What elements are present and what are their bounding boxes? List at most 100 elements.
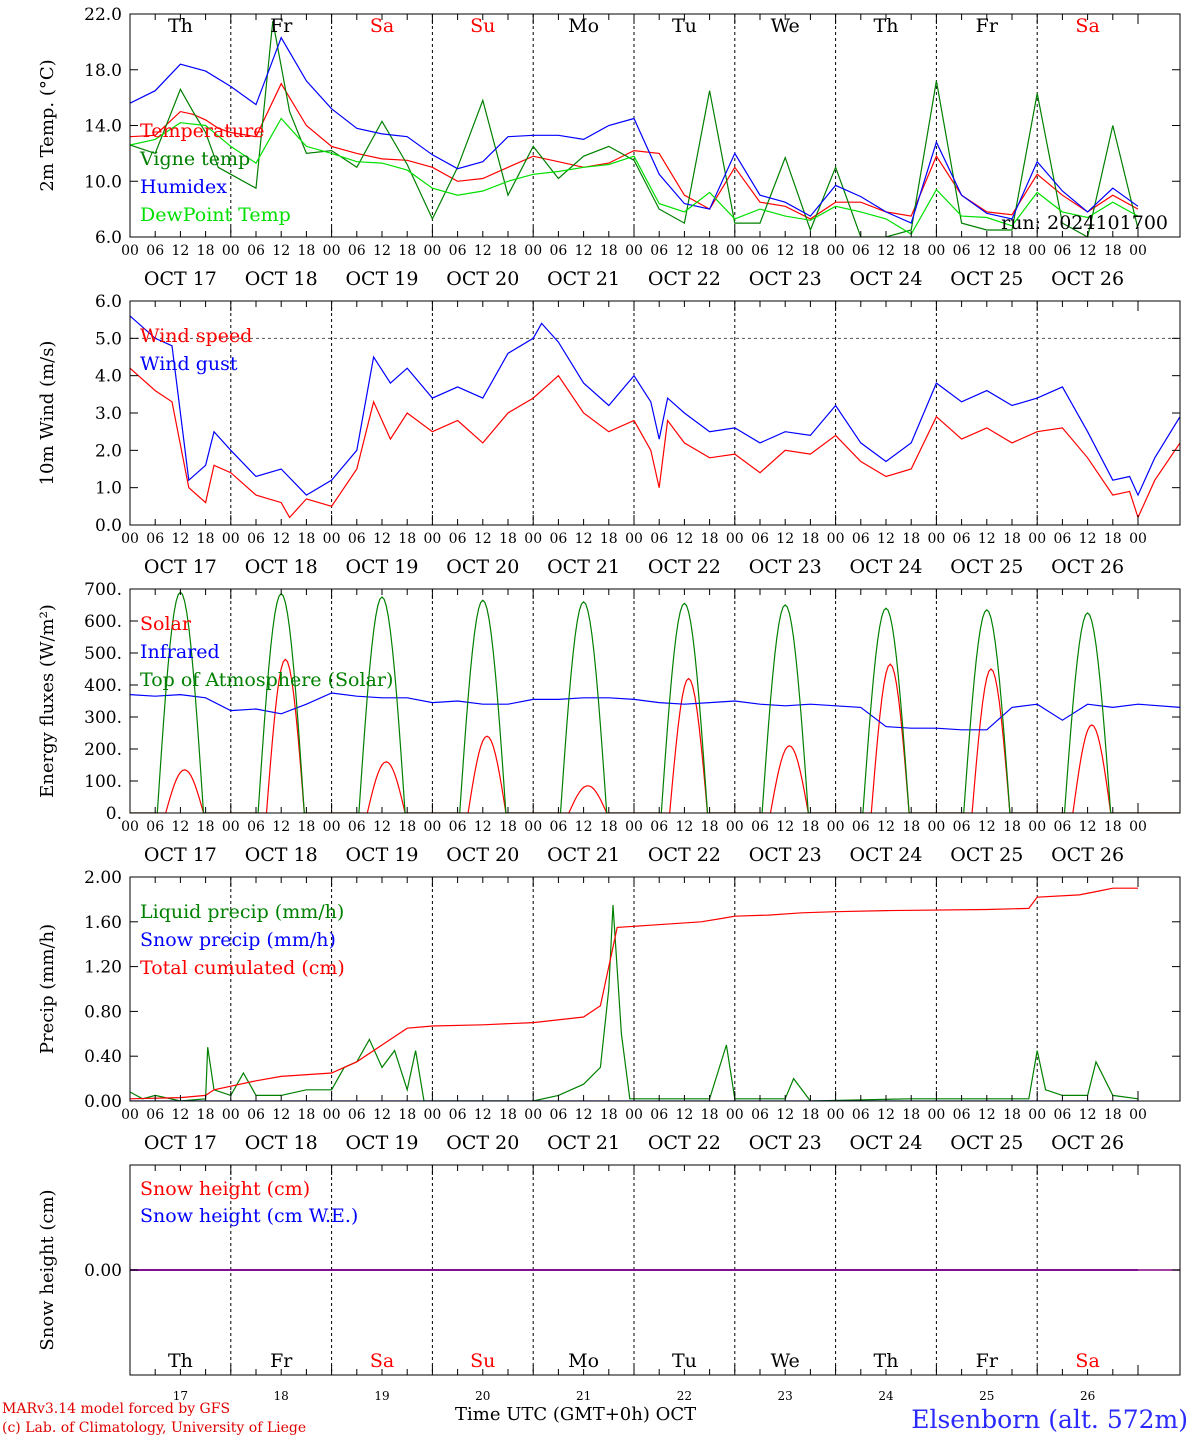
- day-name-label: Sa: [370, 1350, 394, 1372]
- x-hour-label: 12: [474, 1107, 492, 1123]
- y-axis-title: Snow height (cm): [37, 1189, 58, 1350]
- y-tick-label: 0.00: [84, 1092, 122, 1112]
- legend-entry: Top of Atmosphere (Solar): [140, 669, 393, 691]
- x-hour-label: 06: [146, 531, 164, 547]
- x-hour-label: 18: [1003, 243, 1021, 259]
- x-hour-label: 12: [575, 243, 593, 259]
- x-hour-label: 06: [146, 819, 164, 835]
- x-hour-label: 00: [323, 531, 341, 547]
- y-axis-title: 10m Wind (m/s): [37, 341, 58, 486]
- legend-entry: Wind speed: [140, 325, 252, 347]
- day-name-label: Th: [168, 15, 193, 37]
- x-hour-label: 12: [776, 531, 794, 547]
- x-date-label: OCT 20: [446, 844, 519, 866]
- x-hour-label: 18: [1003, 1107, 1021, 1123]
- x-date-label: OCT 23: [749, 844, 822, 866]
- x-hour-label: 18: [499, 819, 517, 835]
- x-hour-label: 06: [1053, 819, 1071, 835]
- x-date-label: OCT 22: [648, 1132, 721, 1154]
- x-hour-label: 18: [902, 243, 920, 259]
- panel-2: 0.0 1.0 2.0 3.0 4.0 5.0 6.0 10m Wind (m/s) 00 06 1…: [37, 292, 1181, 578]
- x-hour-label: 00: [222, 819, 240, 835]
- x-hour-label: 06: [348, 531, 366, 547]
- y-tick-label: 400.: [84, 676, 122, 696]
- x-hour-label: 18: [297, 819, 315, 835]
- legend-entry: Snow height (cm W.E.): [140, 1205, 358, 1227]
- x-hour-label: 06: [247, 1107, 265, 1123]
- x-date-label: OCT 18: [245, 844, 318, 866]
- plot-frame: [129, 300, 1181, 526]
- x-date-label: OCT 26: [1051, 844, 1124, 866]
- x-hour-label: 06: [348, 243, 366, 259]
- x-hour-label: 12: [474, 243, 492, 259]
- day-name-label: Su: [470, 15, 495, 37]
- y-tick-label: 4.0: [95, 367, 122, 387]
- x-date-label: OCT 20: [446, 1132, 519, 1154]
- x-hour-label: 18: [902, 1107, 920, 1123]
- x-hour-label: 00: [726, 531, 744, 547]
- day-name-label: Tu: [672, 1350, 697, 1372]
- x-hour-label: 06: [146, 243, 164, 259]
- x-hour-label: 00: [323, 1107, 341, 1123]
- x-hour-label: 00: [1129, 243, 1147, 259]
- y-tick-label: 2.00: [84, 868, 122, 888]
- day-name-label: Sa: [370, 15, 394, 37]
- x-hour-label: 06: [549, 531, 567, 547]
- legend-entry: Solar: [140, 613, 192, 635]
- x-hour-label: 12: [272, 1107, 290, 1123]
- y-tick-label: 300.: [84, 708, 122, 728]
- panel-1: 6.0 10.0 14.0 18.0 22.0 2m Temp. (°C) 00 06 12 18…: [37, 5, 1181, 290]
- x-hour-label: 06: [953, 243, 971, 259]
- model-credit: MARv3.14 model forced by GFS: [2, 1401, 231, 1417]
- x-hour-label: 06: [247, 243, 265, 259]
- y-tick-label: 6.0: [95, 228, 122, 248]
- x-hour-label: 12: [675, 1107, 693, 1123]
- x-hour-label: 06: [953, 531, 971, 547]
- x-hour-label: 06: [449, 243, 467, 259]
- x-hour-label: 06: [650, 1107, 668, 1123]
- x-hour-label: 00: [121, 531, 139, 547]
- x-hour-label: 12: [675, 243, 693, 259]
- x-date-label: OCT 24: [849, 844, 922, 866]
- day-number-label: 20: [475, 1389, 490, 1403]
- x-hour-label: 00: [827, 243, 845, 259]
- x-hour-label: 00: [827, 531, 845, 547]
- y-tick-label: 1.20: [84, 958, 122, 978]
- x-hour-label: 18: [1003, 819, 1021, 835]
- x-date-label: OCT 25: [950, 844, 1023, 866]
- x-hour-label: 18: [197, 243, 215, 259]
- x-hour-label: 00: [524, 531, 542, 547]
- day-name-label: Th: [874, 1350, 899, 1372]
- x-hour-label: 00: [827, 1107, 845, 1123]
- y-tick-label: 1.60: [84, 913, 122, 933]
- x-hour-label: 18: [297, 1107, 315, 1123]
- x-hour-label: 06: [852, 243, 870, 259]
- x-hour-label: 12: [474, 531, 492, 547]
- day-name-label: Th: [168, 1350, 193, 1372]
- x-hour-label: 06: [751, 819, 769, 835]
- y-tick-label: 0.: [106, 804, 122, 824]
- x-hour-label: 00: [625, 243, 643, 259]
- x-date-label: OCT 22: [648, 556, 721, 578]
- x-hour-label: 00: [726, 1107, 744, 1123]
- series-line-temperature: [130, 82, 1139, 220]
- x-date-label: OCT 24: [849, 556, 922, 578]
- x-hour-label: 12: [171, 819, 189, 835]
- x-hour-label: 00: [726, 819, 744, 835]
- series-line-infrared: [130, 692, 1180, 731]
- x-hour-label: 06: [549, 1107, 567, 1123]
- x-hour-label: 12: [373, 531, 391, 547]
- legend-entry: Snow precip (mm/h): [140, 929, 336, 951]
- x-hour-label: 12: [171, 531, 189, 547]
- x-hour-label: 12: [877, 819, 895, 835]
- x-date-label: OCT 23: [749, 556, 822, 578]
- day-name-label: Fr: [976, 1350, 999, 1372]
- plot-frame: [129, 876, 1181, 1102]
- x-hour-label: 12: [877, 1107, 895, 1123]
- x-hour-label: 12: [272, 819, 290, 835]
- x-hour-label: 18: [398, 531, 416, 547]
- x-hour-label: 00: [827, 819, 845, 835]
- y-axis-title: Energy fluxes (W/m²): [37, 604, 58, 798]
- x-hour-label: 06: [751, 1107, 769, 1123]
